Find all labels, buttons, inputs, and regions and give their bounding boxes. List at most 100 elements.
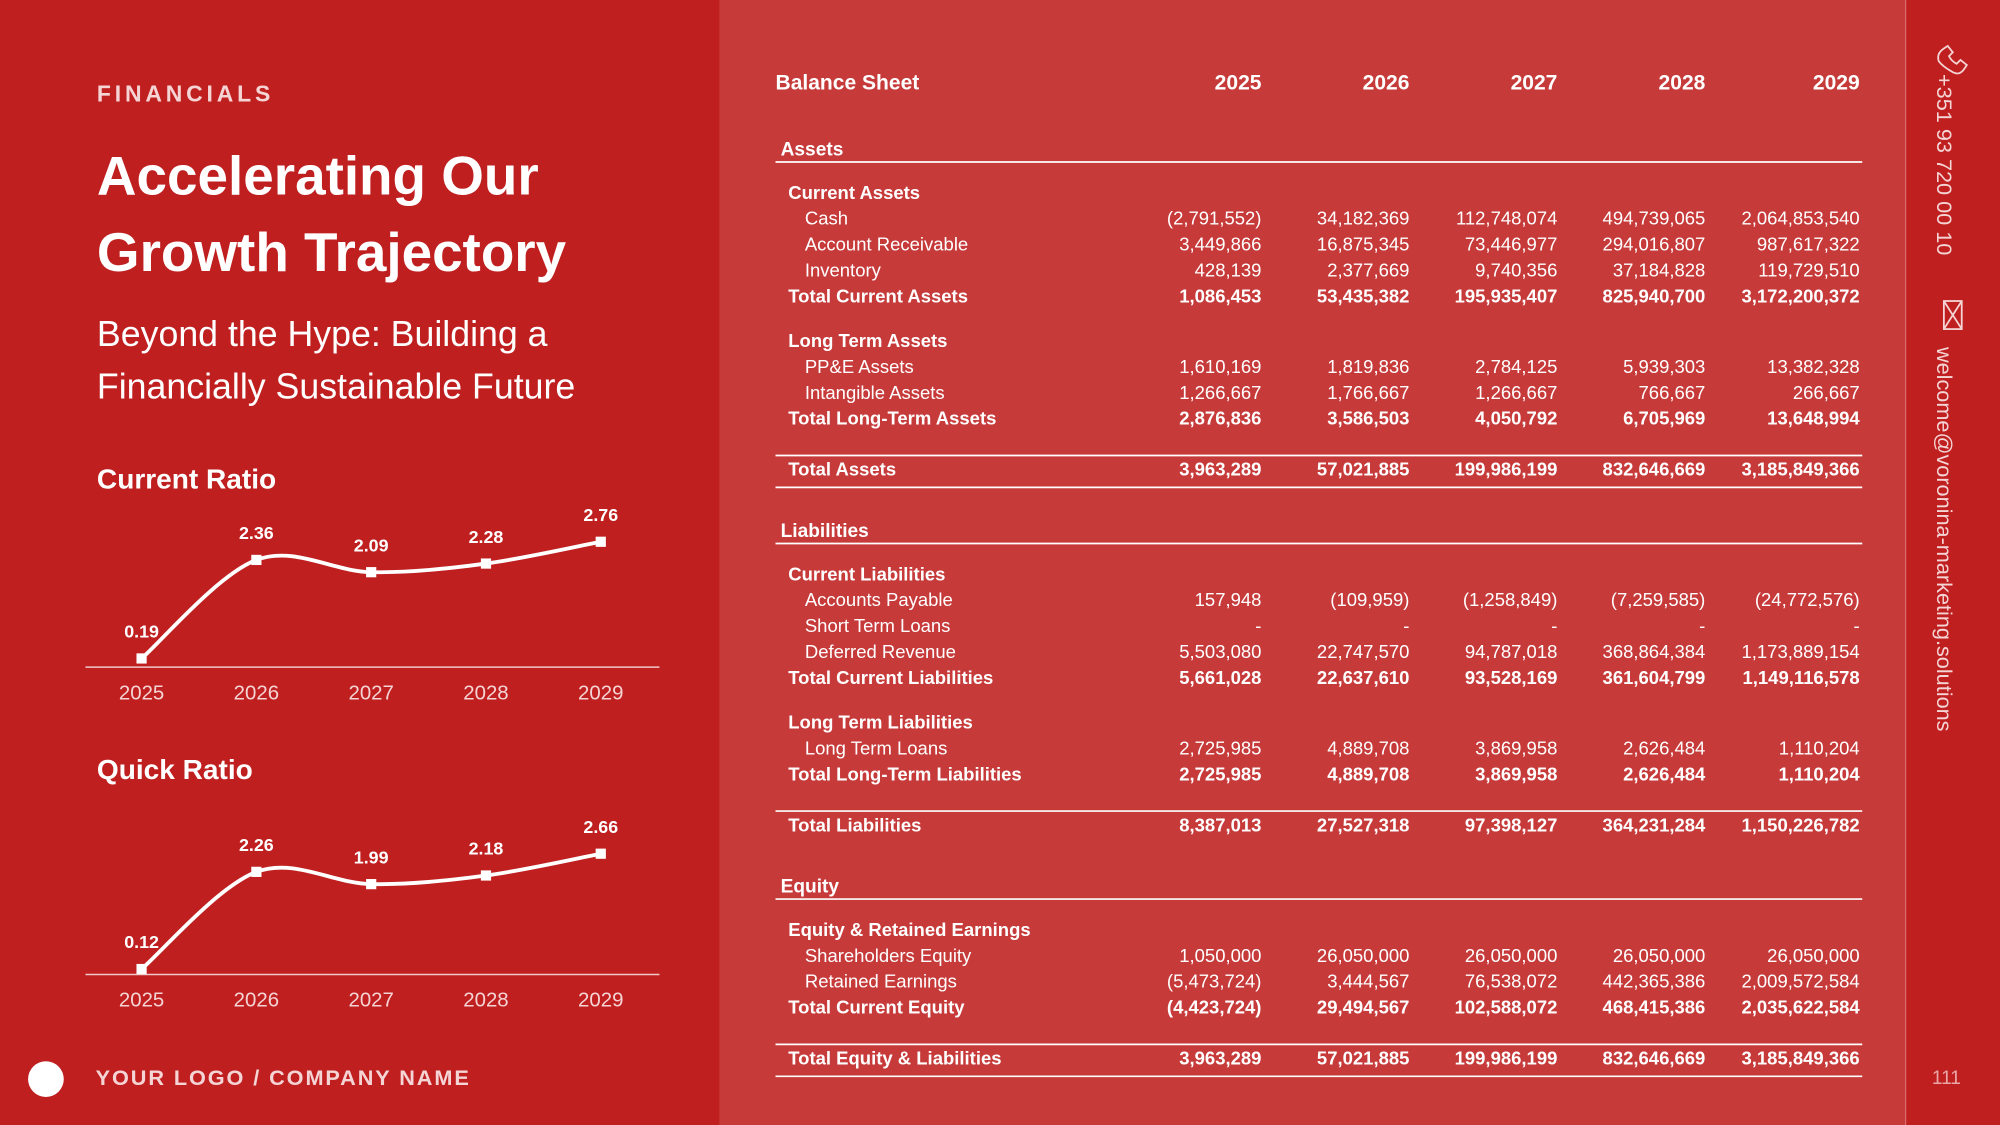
cell: 2,009,572,584: [1741, 971, 1859, 992]
table-panel: [719, 0, 1906, 1125]
cell: 766,667: [1639, 382, 1706, 403]
cell: 832,646,669: [1603, 459, 1706, 480]
cell: 8,387,013: [1179, 814, 1261, 835]
cell: 2,377,669: [1327, 259, 1409, 280]
cell: 76,538,072: [1465, 971, 1558, 992]
cell: 825,940,700: [1603, 285, 1706, 306]
cell: 266,667: [1793, 382, 1860, 403]
cell: 368,864,384: [1603, 641, 1706, 662]
cell: (7,259,585): [1611, 589, 1706, 610]
cell: -: [1854, 615, 1860, 636]
email: welcome@voronina-marketing.solutions: [1932, 346, 1957, 732]
cell: (4,423,724): [1167, 997, 1262, 1018]
cell: 3,963,289: [1179, 459, 1261, 480]
cell: 157,948: [1195, 589, 1262, 610]
cell: 494,739,065: [1603, 208, 1706, 229]
cell: 97,398,127: [1465, 814, 1558, 835]
x-tick-label: 2027: [348, 990, 393, 1012]
row-label: Total Current Assets: [788, 285, 968, 306]
x-tick-label: 2027: [348, 682, 393, 704]
cell: 2,876,836: [1179, 408, 1261, 429]
cell: 1,110,204: [1779, 737, 1860, 758]
data-label: 2.66: [583, 817, 618, 837]
point: [136, 963, 147, 975]
cell: 102,588,072: [1455, 997, 1558, 1018]
row-label: Balance Sheet: [776, 72, 920, 95]
cell: 442,365,386: [1603, 971, 1706, 992]
cell: -: [1255, 615, 1261, 636]
point: [251, 554, 262, 566]
group-title: Equity & Retained Earnings: [788, 919, 1030, 940]
cell: (2,791,552): [1167, 208, 1262, 229]
subtitle-line: Financially Sustainable Future: [97, 366, 575, 406]
section-title: Assets: [781, 140, 844, 161]
chart-title: Quick Ratio: [97, 754, 253, 785]
group-title: Long Term Liabilities: [788, 711, 973, 732]
point: [366, 879, 377, 890]
cell: 34,182,369: [1317, 208, 1410, 229]
cell: -: [1551, 615, 1557, 636]
cell: 4,889,708: [1327, 737, 1409, 758]
cell: 2,064,853,540: [1741, 208, 1859, 229]
x-tick-label: 2028: [463, 682, 508, 704]
data-label: 0.19: [124, 622, 159, 642]
subtitle-line: Beyond the Hype: Building a: [97, 314, 548, 354]
cell: 3,449,866: [1179, 234, 1261, 255]
cell: 468,415,386: [1603, 997, 1706, 1018]
x-tick-label: 2026: [234, 682, 279, 704]
cell: 428,139: [1195, 259, 1262, 280]
cell: 73,446,977: [1465, 234, 1558, 255]
cell: 3,185,849,366: [1741, 1048, 1859, 1069]
cell: 3,586,503: [1327, 408, 1409, 429]
cell: 93,528,169: [1465, 667, 1558, 688]
cell: 2,626,484: [1623, 737, 1705, 758]
point: [480, 870, 492, 881]
point: [480, 558, 492, 569]
section-label: FINANCIALS: [97, 81, 274, 107]
cell: 3,172,200,372: [1741, 285, 1859, 306]
row-label: Total Current Equity: [788, 997, 965, 1018]
data-label: 2.26: [239, 835, 274, 855]
chart-title: Current Ratio: [97, 463, 276, 494]
cell: 1,766,667: [1327, 382, 1409, 403]
row-label: Total Long-Term Liabilities: [788, 763, 1021, 784]
cell: 2027: [1511, 72, 1558, 95]
cell: 37,184,828: [1613, 259, 1706, 280]
cell: 5,939,303: [1623, 356, 1705, 377]
cell: 3,869,958: [1475, 763, 1557, 784]
title-line: Accelerating Our: [97, 144, 539, 206]
cell: 112,748,074: [1456, 208, 1557, 229]
row-label: Long Term Loans: [805, 737, 948, 758]
cell: 2,035,622,584: [1741, 997, 1860, 1018]
cell: 13,648,994: [1767, 408, 1860, 429]
cell: 3,869,958: [1475, 737, 1557, 758]
cell: 294,016,807: [1603, 234, 1706, 255]
row-label: Total Equity & Liabilities: [788, 1048, 1001, 1069]
x-tick-label: 2028: [463, 990, 508, 1012]
cell: 1,173,889,154: [1741, 641, 1859, 662]
x-tick-label: 2029: [578, 682, 623, 704]
cell: 1,150,226,782: [1741, 814, 1859, 835]
cell: 22,747,570: [1317, 641, 1410, 662]
cell: 2028: [1659, 72, 1706, 95]
x-tick-label: 2025: [119, 990, 164, 1012]
row-label: Total Assets: [788, 459, 896, 480]
row-label: Total Current Liabilities: [788, 667, 993, 688]
mail-icon: [1942, 300, 1963, 330]
cell: 832,646,669: [1603, 1048, 1706, 1069]
cell: 5,661,028: [1179, 667, 1261, 688]
cell: (1,258,849): [1463, 589, 1558, 610]
section-title: Equity: [781, 877, 840, 898]
cell: 13,382,328: [1767, 356, 1860, 377]
contact-strip: [1905, 0, 2000, 1125]
data-label: 2.76: [583, 505, 618, 525]
row-label: Account Receivable: [805, 234, 968, 255]
cell: 1,266,667: [1179, 382, 1261, 403]
row-label: Accounts Payable: [805, 589, 953, 610]
cell: 94,787,018: [1465, 641, 1558, 662]
data-label: 0.12: [124, 932, 159, 952]
cell: 29,494,567: [1317, 997, 1410, 1018]
cell: 26,050,000: [1767, 945, 1860, 966]
